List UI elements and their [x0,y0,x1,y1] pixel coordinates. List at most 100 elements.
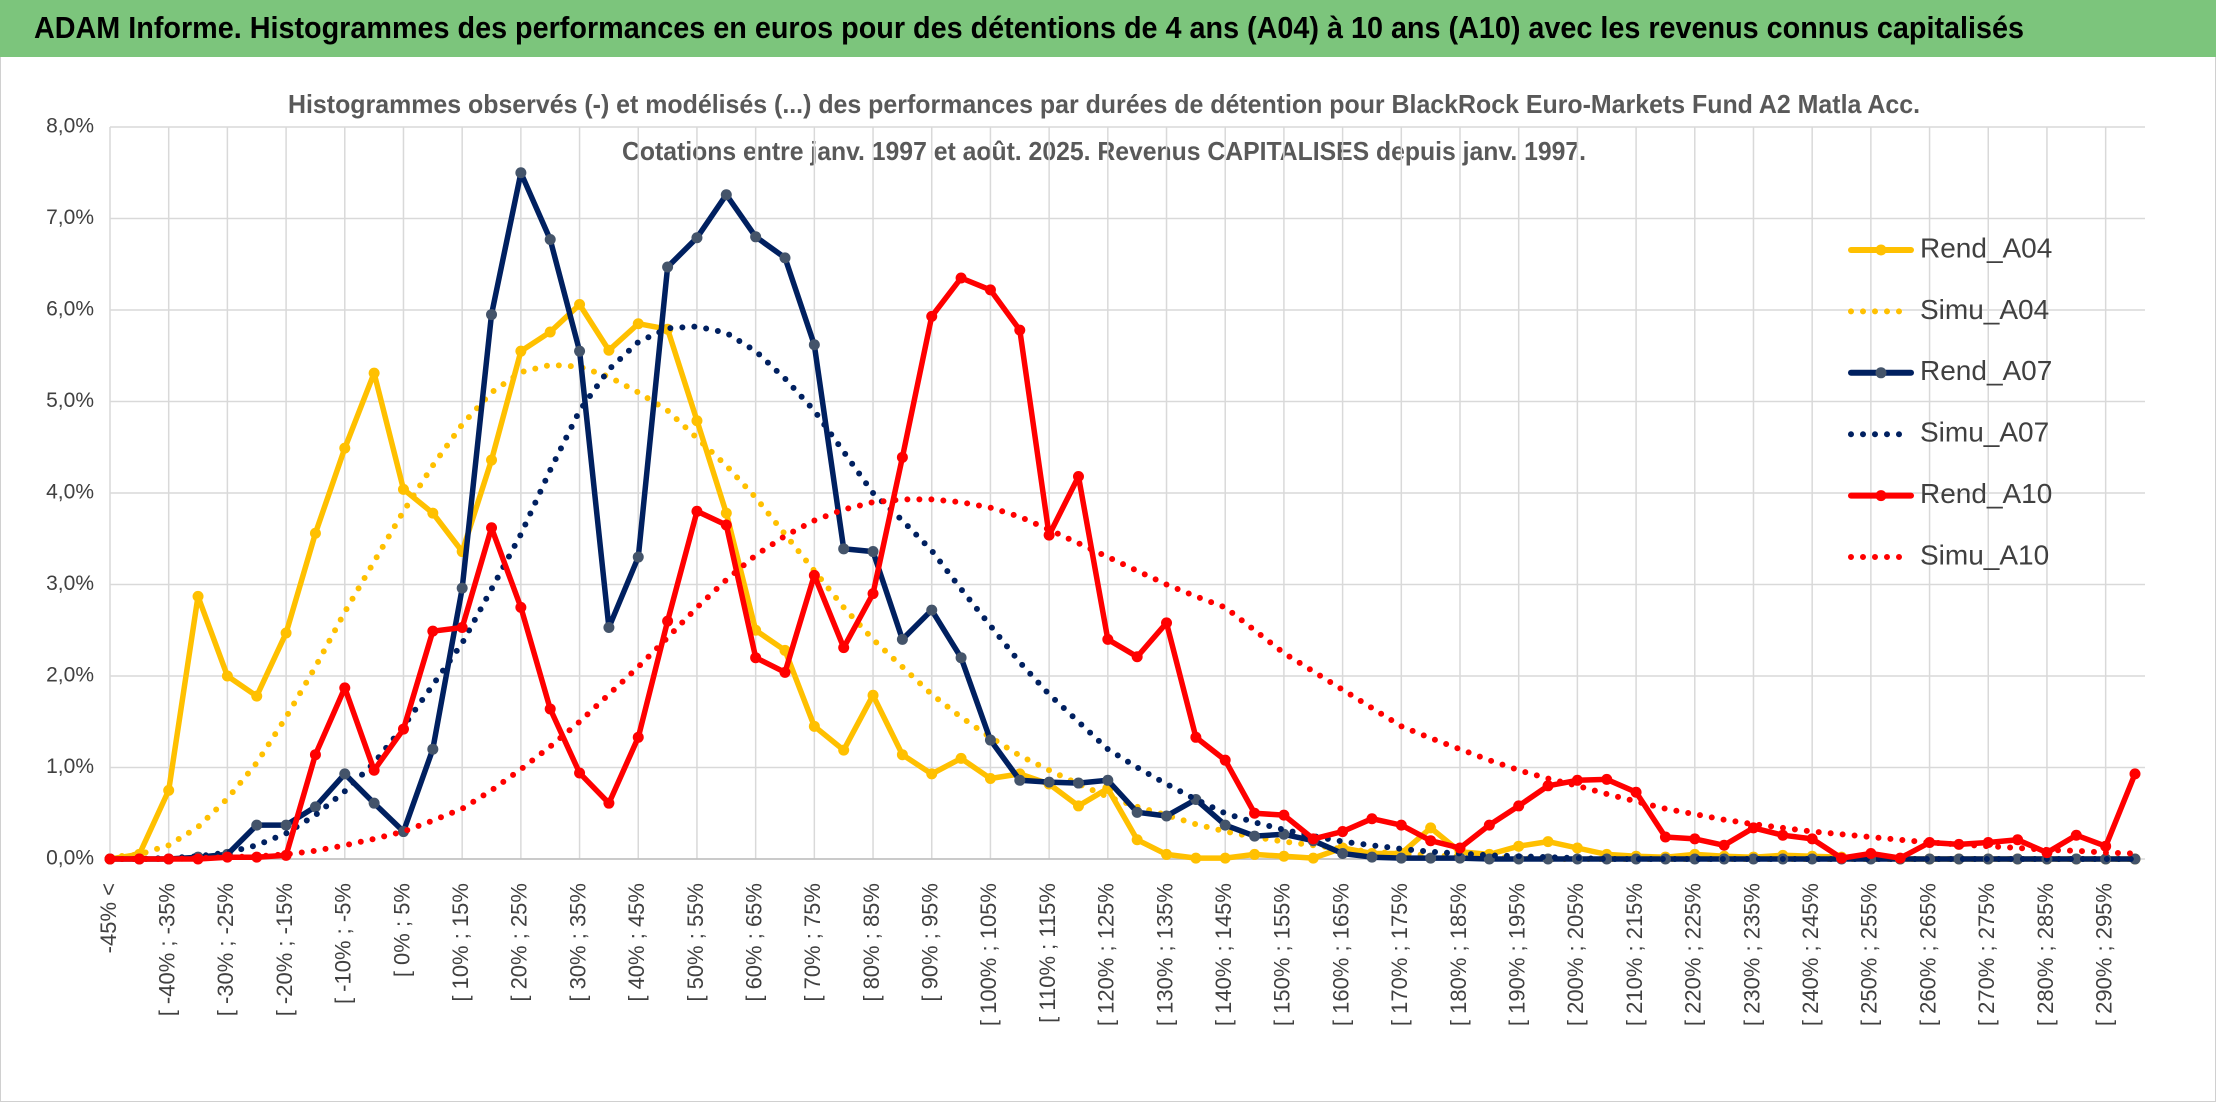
data-point [750,231,762,243]
data-point [515,345,527,357]
y-tick-label: 0,0% [46,847,94,870]
data-point [427,625,439,637]
legend-marker [1875,490,1887,502]
x-tick-label: -45% < [96,883,121,953]
x-tick-label: [ 250% ; 255% [1857,883,1882,1026]
data-point [603,797,615,809]
observed-line [107,301,2138,862]
x-tick-label: [ 40% ; 45% [624,883,649,1002]
data-point [163,784,175,796]
data-point [1043,529,1055,541]
model-line [107,323,2138,862]
data-point [1836,852,1848,864]
data-point [1072,800,1084,812]
data-point [2129,768,2141,780]
y-tick-label: 6,0% [46,298,94,321]
data-point [1425,852,1437,864]
x-tick-label: [ 70% ; 75% [800,883,825,1002]
x-tick-label: [ 220% ; 225% [1681,883,1706,1026]
data-point [456,622,468,634]
observed-line [107,275,2138,862]
data-point [691,232,703,244]
data-point [926,768,938,780]
data-point [368,367,380,379]
data-point [720,189,732,201]
data-point [662,615,674,627]
x-tick-label: [ -10% ; -5% [331,883,356,1004]
x-tick-label: [ 180% ; 185% [1446,883,1471,1026]
chart-subtitle: Cotations entre janv. 1997 et août. 2025… [622,136,1586,166]
y-tick-label: 2,0% [46,664,94,687]
x-tick-label: [ 80% ; 85% [859,883,884,1002]
data-point [1337,848,1349,860]
data-point [632,318,644,330]
data-point [1161,848,1173,860]
data-point [427,507,439,519]
data-point [1219,754,1231,766]
data-point [896,633,908,645]
data-point [926,310,938,322]
x-tick-label: [ 130% ; 135% [1152,883,1177,1026]
data-point [1571,774,1583,786]
data-point [544,234,556,246]
data-point [1102,633,1114,645]
data-point [1425,822,1437,834]
data-point [1483,819,1495,831]
data-point [544,703,556,715]
header-bar [0,0,2216,57]
data-point [1571,842,1583,854]
data-point [1249,848,1261,860]
data-point [221,670,233,682]
y-tick-label: 1,0% [46,755,94,778]
data-point [896,749,908,761]
data-point [2070,829,2082,841]
data-point [397,723,409,735]
data-point [1630,786,1642,798]
data-point [2070,853,2082,865]
data-point [984,772,996,784]
x-tick-label: [ 190% ; 195% [1505,883,1530,1026]
data-point [1131,806,1143,818]
data-point [1806,853,1818,865]
x-tick-label: [ 50% ; 55% [683,883,708,1002]
data-point [515,601,527,613]
data-point [339,768,351,780]
data-point [1689,853,1701,865]
data-point [368,797,380,809]
data-point [720,519,732,531]
data-point [1219,819,1231,831]
data-point [309,801,321,813]
x-tick-label: [ 280% ; 285% [2033,883,2058,1026]
data-point [838,744,850,756]
data-point [339,682,351,694]
model-line [107,496,2138,862]
data-point [1072,471,1084,483]
data-point [1014,774,1026,786]
data-point [1894,852,1906,864]
data-point [779,252,791,264]
data-point [280,627,292,639]
data-point [1161,617,1173,629]
data-point [779,666,791,678]
data-point [1366,851,1378,863]
chart-subtitle: Histogrammes observés (-) et modélisés (… [288,89,1920,119]
data-point [1161,810,1173,822]
y-tick-label: 8,0% [46,115,94,138]
chart-title: ADAM Informe. Histogrammes des performan… [34,10,2024,45]
data-point [1718,839,1730,851]
data-point [1249,807,1261,819]
data-point [574,767,586,779]
x-tick-label: [ 260% ; 265% [1915,883,1940,1026]
data-point [1689,833,1701,845]
data-point [309,527,321,539]
data-point [368,764,380,776]
data-point [1806,833,1818,845]
x-tick-label: [ 10% ; 15% [448,883,473,1002]
data-point [1395,852,1407,864]
data-point [2012,834,2024,846]
x-tick-label: [ 30% ; 35% [565,883,590,1002]
x-tick-label: [ -20% ; -15% [272,883,297,1016]
data-point [926,604,938,616]
data-point [720,507,732,519]
